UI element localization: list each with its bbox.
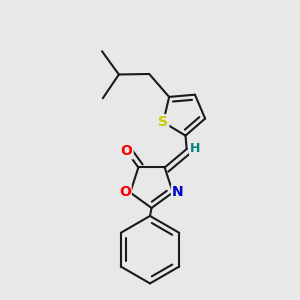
Text: N: N: [172, 185, 184, 200]
Text: O: O: [121, 144, 133, 158]
Text: O: O: [119, 185, 131, 200]
Text: H: H: [190, 142, 200, 155]
Text: S: S: [158, 115, 168, 129]
